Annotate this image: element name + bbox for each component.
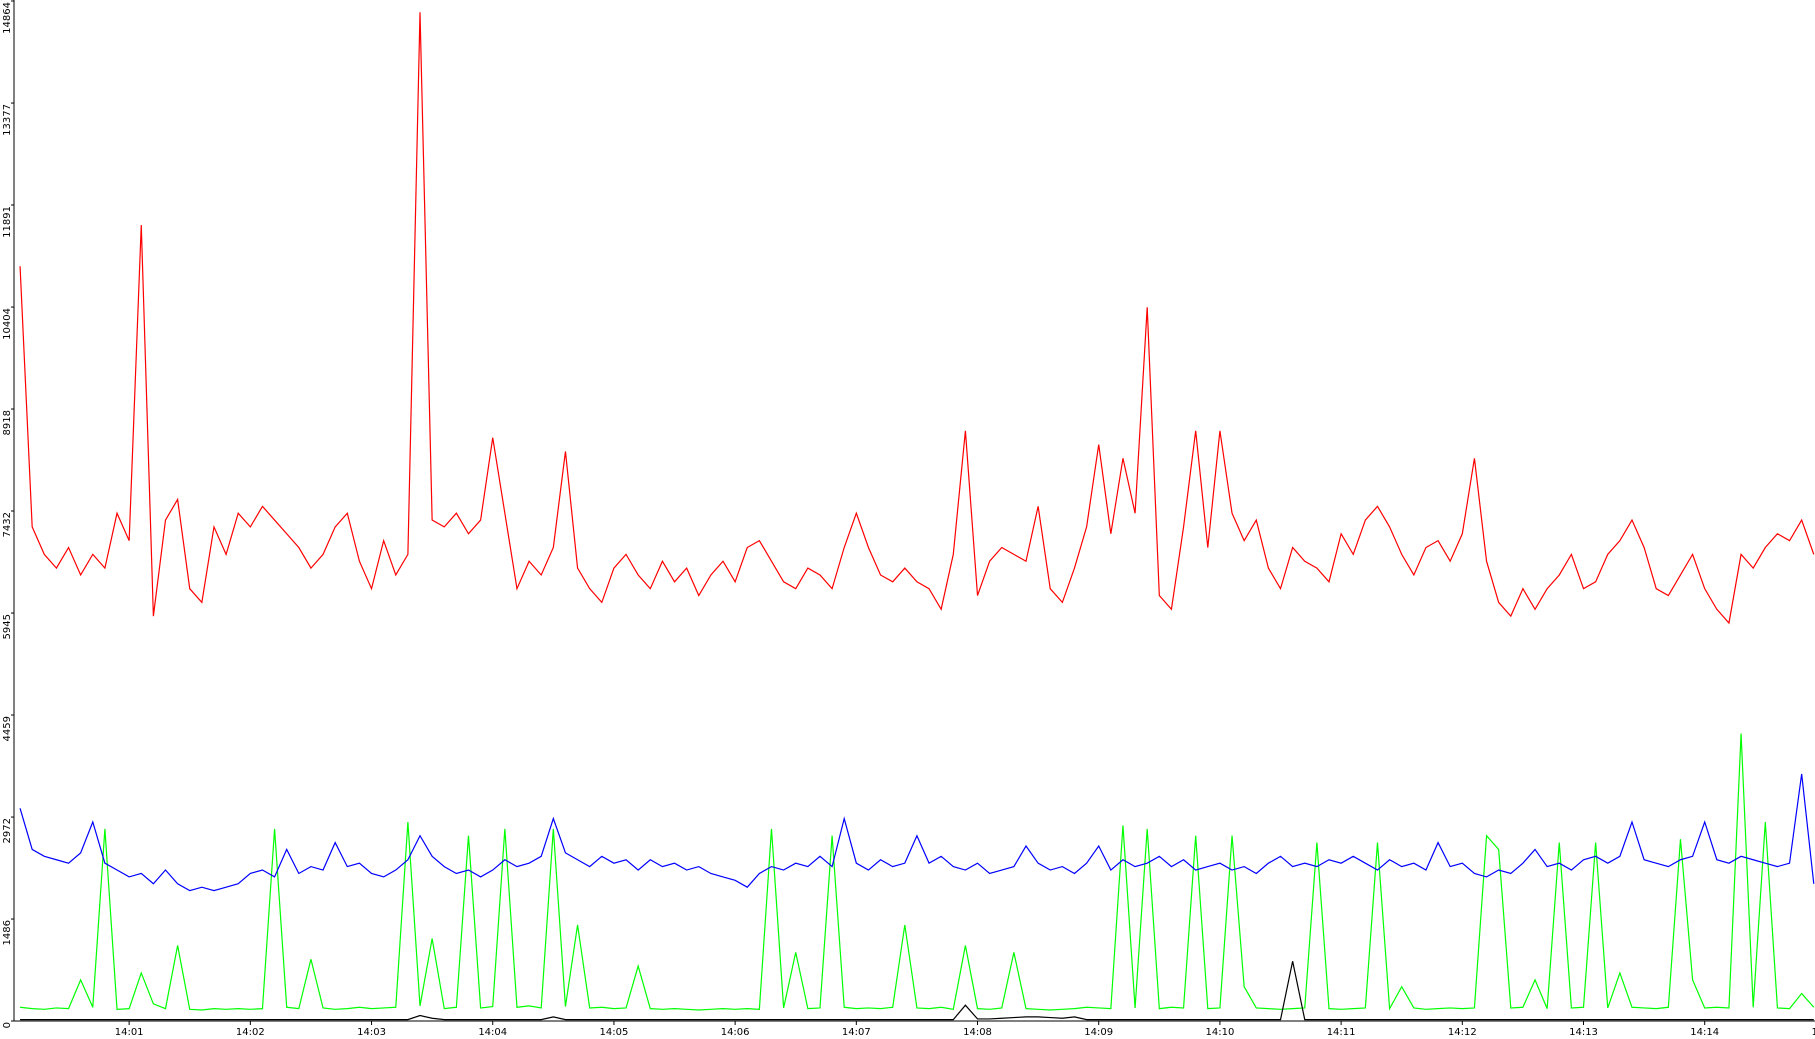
x-tick-label: 14:12 (1448, 1027, 1477, 1038)
y-tick-label: 5945 (2, 614, 13, 639)
x-tick-label: 14:10 (1206, 1027, 1235, 1038)
y-tick-label: 8918 (2, 410, 13, 435)
x-tick-label: 14:13 (1569, 1027, 1598, 1038)
x-tick-label: 14:06 (721, 1027, 750, 1038)
x-tick-label: 14:05 (600, 1027, 629, 1038)
x-tick-label: 14:07 (842, 1027, 871, 1038)
series-line (20, 961, 1814, 1021)
y-tick-label: 13377 (2, 104, 13, 136)
x-tick-label: 14:01 (115, 1027, 144, 1038)
y-tick-label: 4459 (2, 716, 13, 741)
x-tick-label: 14:03 (357, 1027, 386, 1038)
y-tick-label: 14864 (2, 2, 13, 34)
x-tick-label: 14:15 (1811, 1027, 1815, 1038)
y-tick-label: 7432 (2, 512, 13, 537)
x-tick-label: 14:09 (1084, 1027, 1113, 1038)
y-tick-label: 1486 (2, 920, 13, 945)
series-line (19, 733, 1815, 1011)
y-tick-label: 2972 (2, 818, 13, 843)
y-tick-label: 10404 (2, 308, 13, 340)
y-tick-label: 11891 (2, 206, 13, 238)
series-line (19, 773, 1815, 892)
x-tick-label: 14:08 (963, 1027, 992, 1038)
x-tick-label: 14:04 (478, 1027, 507, 1038)
y-tick-label: 0 (2, 1022, 13, 1028)
x-tick-label: 14:02 (236, 1027, 265, 1038)
series-line (19, 12, 1815, 625)
x-tick-label: 14:11 (1327, 1027, 1356, 1038)
x-tick-label: 14:14 (1690, 1027, 1719, 1038)
